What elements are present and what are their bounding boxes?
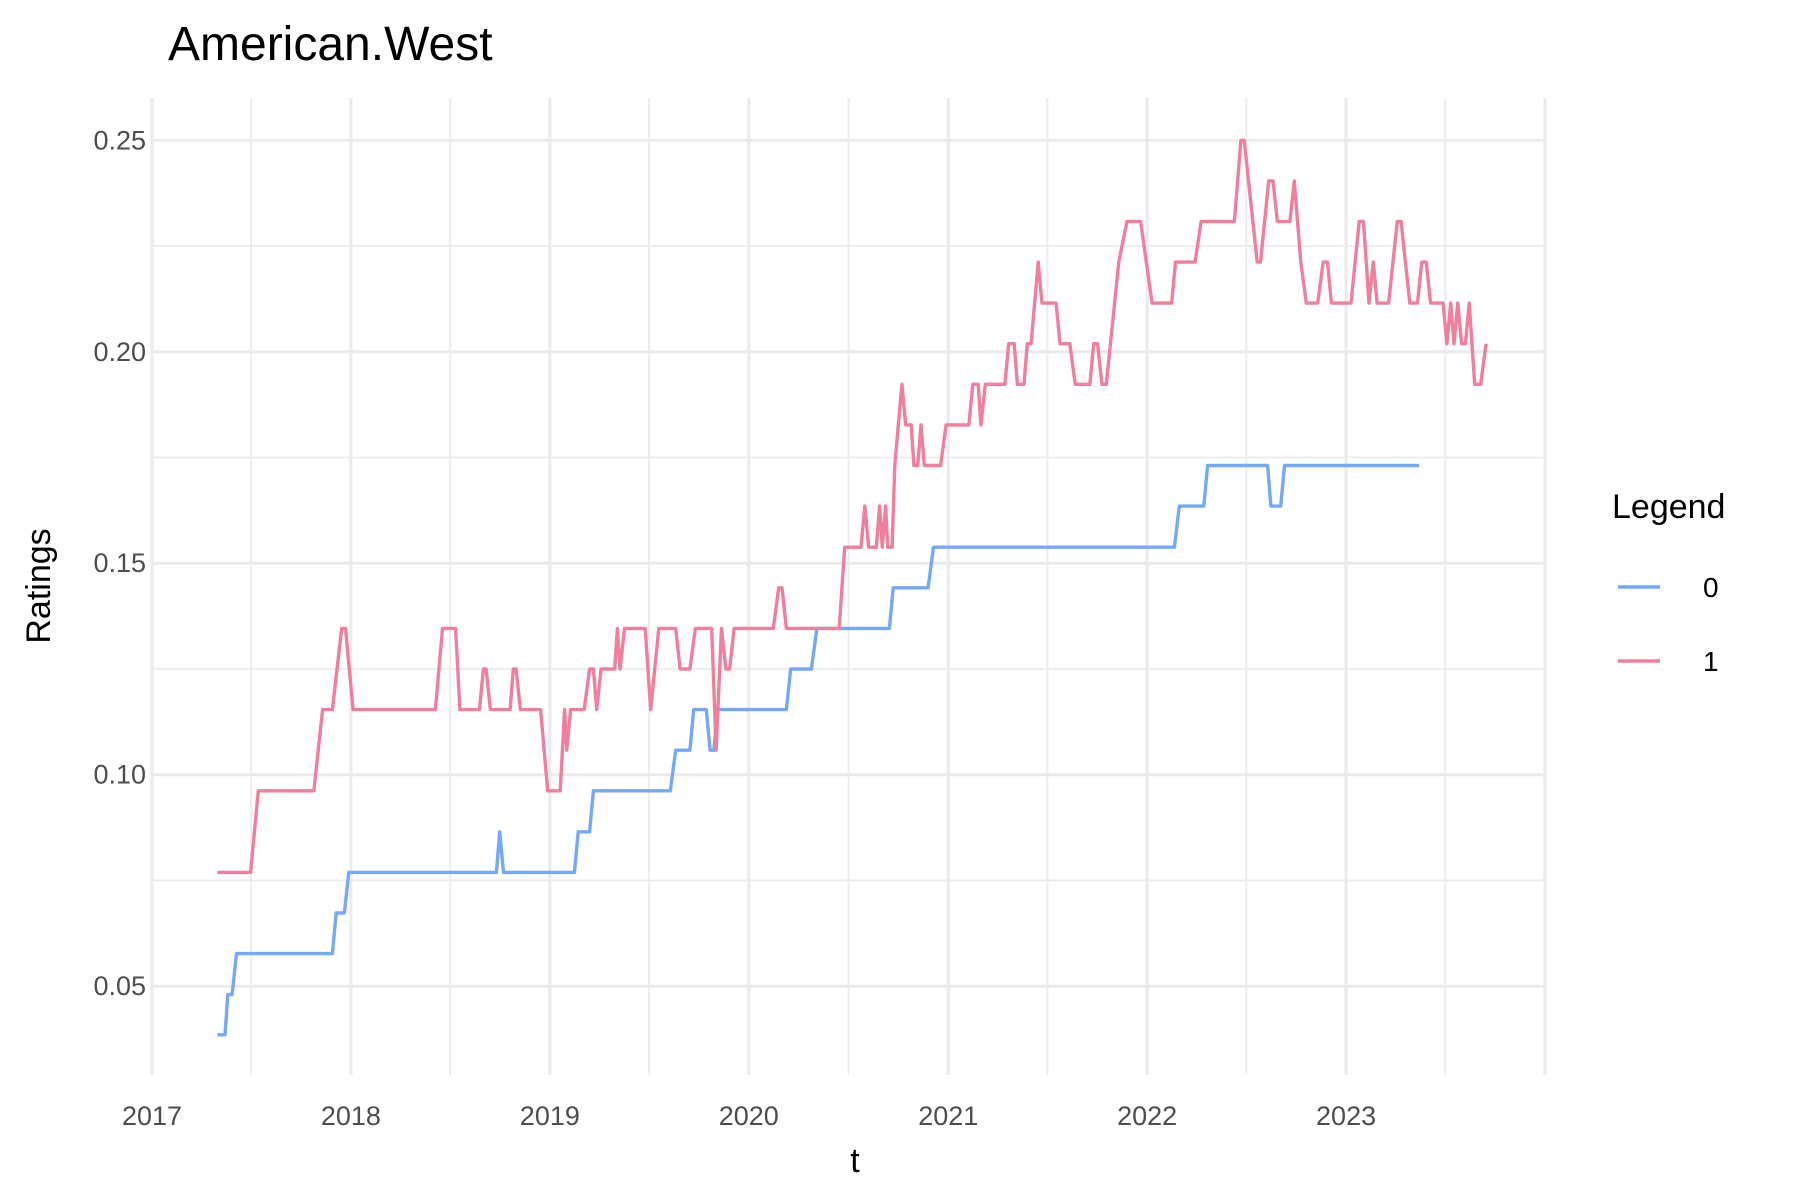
- y-axis-ticks: 0.05 0.10 0.15 0.20 0.25: [93, 125, 146, 1001]
- y-axis-title: Ratings: [20, 528, 58, 643]
- y-tick-label: 0.10: [93, 760, 146, 790]
- y-tick-label: 0.15: [93, 548, 146, 578]
- x-tick-label: 2020: [719, 1101, 779, 1131]
- legend-label: 1: [1703, 646, 1719, 677]
- series-line-1: [217, 138, 1488, 875]
- y-tick-label: 0.20: [93, 337, 146, 367]
- legend-item-0: 0: [1618, 572, 1719, 603]
- series-line-0: [217, 463, 1420, 1037]
- x-tick-label: 2017: [122, 1101, 182, 1131]
- legend-title: Legend: [1612, 488, 1725, 526]
- x-axis-ticks: 2017 2018 2019 2020 2021 2022 2023: [122, 1101, 1376, 1131]
- x-tick-label: 2023: [1316, 1101, 1376, 1131]
- legend-item-1: 1: [1618, 646, 1719, 677]
- grid: [150, 98, 1547, 1075]
- x-tick-label: 2021: [918, 1101, 978, 1131]
- x-tick-label: 2018: [321, 1101, 381, 1131]
- legend-label: 0: [1703, 572, 1719, 603]
- legend: Legend 0 1: [1612, 488, 1725, 677]
- x-axis-title: t: [850, 1142, 860, 1180]
- series-lines: [217, 138, 1488, 1037]
- x-tick-label: 2022: [1117, 1101, 1177, 1131]
- y-tick-label: 0.25: [93, 125, 146, 155]
- x-tick-label: 2019: [520, 1101, 580, 1131]
- y-tick-label: 0.05: [93, 971, 146, 1001]
- chart-title: American.West: [168, 18, 493, 71]
